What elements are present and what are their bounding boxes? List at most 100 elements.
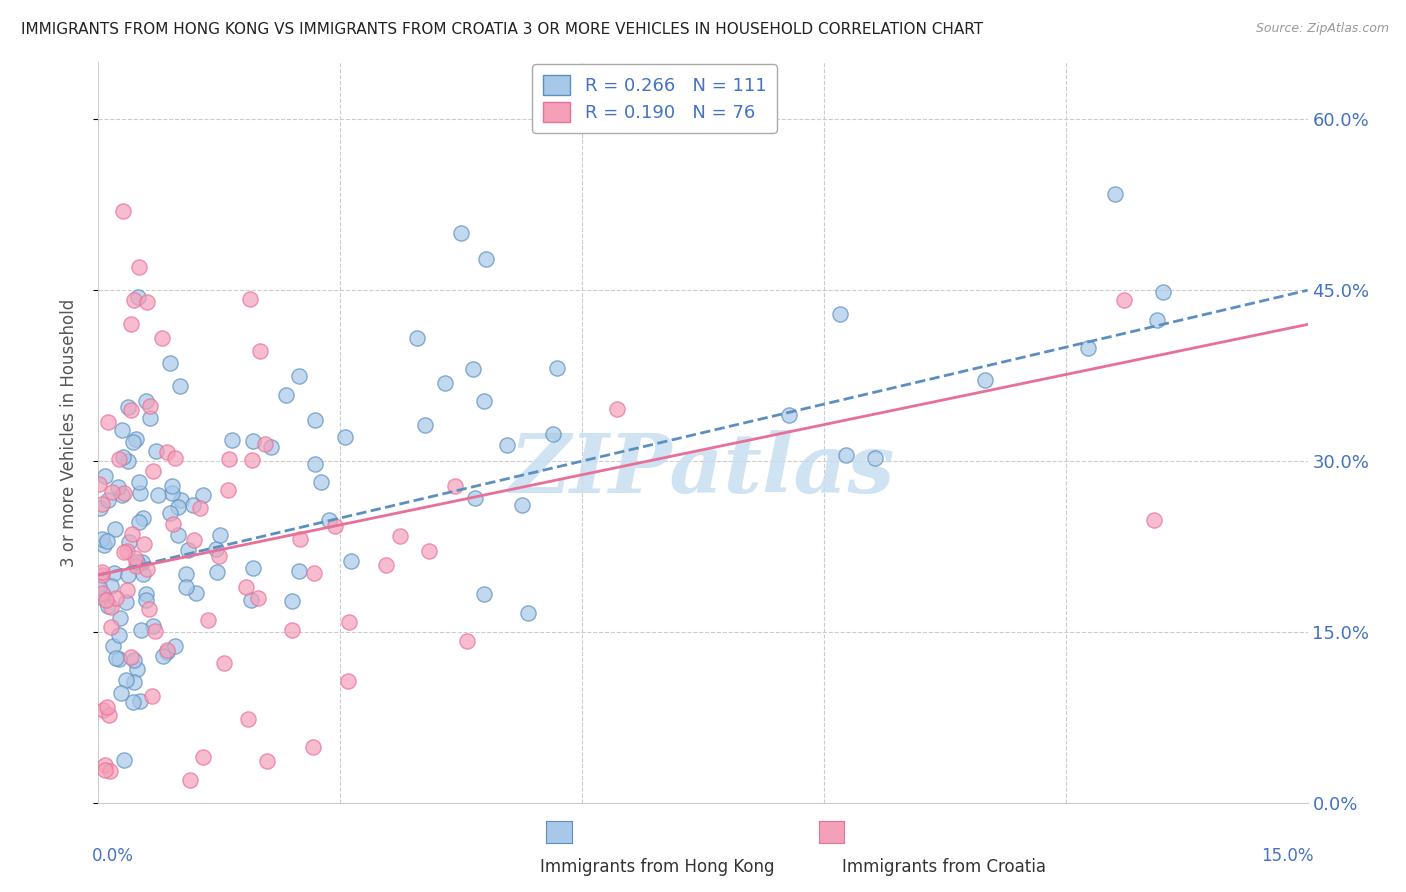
Point bbox=[112, 753, 135, 767]
Point bbox=[204, 541, 226, 556]
Point bbox=[444, 479, 467, 493]
Point bbox=[142, 465, 165, 479]
Point bbox=[103, 566, 125, 580]
Point bbox=[97, 707, 120, 722]
Point bbox=[135, 592, 157, 607]
Point bbox=[240, 592, 263, 607]
Point bbox=[288, 564, 311, 578]
Point bbox=[472, 587, 495, 601]
Point bbox=[117, 400, 139, 414]
Point bbox=[197, 613, 219, 627]
Point bbox=[337, 615, 360, 630]
Point bbox=[184, 585, 207, 599]
Point bbox=[142, 619, 165, 633]
Point bbox=[115, 583, 138, 598]
Point bbox=[179, 772, 201, 787]
Point bbox=[91, 703, 114, 717]
Point bbox=[605, 401, 627, 416]
Text: Source: ZipAtlas.com: Source: ZipAtlas.com bbox=[1256, 22, 1389, 36]
Point bbox=[120, 403, 142, 417]
Point bbox=[111, 423, 134, 437]
Point bbox=[1104, 187, 1126, 202]
Point bbox=[96, 700, 118, 714]
Point bbox=[90, 586, 112, 600]
Point bbox=[162, 516, 184, 531]
Point bbox=[107, 652, 129, 666]
Point bbox=[97, 416, 120, 430]
Point bbox=[496, 438, 519, 452]
Point bbox=[463, 362, 485, 376]
Point bbox=[128, 475, 150, 490]
Point bbox=[183, 533, 205, 547]
Point bbox=[104, 591, 127, 606]
Point bbox=[94, 763, 117, 777]
Point bbox=[260, 440, 283, 454]
Point bbox=[159, 356, 181, 370]
Point bbox=[128, 485, 150, 500]
Point bbox=[323, 519, 346, 533]
Point bbox=[290, 533, 312, 547]
Point bbox=[91, 565, 114, 579]
Point bbox=[1077, 342, 1099, 356]
Point bbox=[152, 649, 174, 664]
Point bbox=[135, 394, 157, 409]
Text: ZIPatlas: ZIPatlas bbox=[510, 430, 896, 509]
Point bbox=[205, 565, 228, 579]
Point bbox=[174, 580, 197, 594]
Point bbox=[516, 606, 538, 620]
Point bbox=[304, 457, 326, 471]
Point bbox=[98, 764, 121, 778]
Point bbox=[120, 318, 142, 332]
Point bbox=[121, 434, 143, 449]
Point bbox=[114, 673, 136, 687]
Point bbox=[541, 427, 564, 442]
Point bbox=[93, 538, 115, 552]
Point bbox=[127, 289, 149, 303]
Point bbox=[103, 639, 125, 653]
Point bbox=[406, 331, 429, 345]
Point bbox=[1153, 285, 1175, 299]
Point bbox=[464, 491, 486, 505]
Point bbox=[135, 587, 157, 601]
Point bbox=[110, 611, 132, 625]
Point bbox=[100, 578, 122, 592]
Point bbox=[118, 535, 141, 549]
Text: Immigrants from Croatia: Immigrants from Croatia bbox=[842, 858, 1046, 876]
Point bbox=[100, 600, 122, 615]
Point bbox=[132, 510, 155, 524]
Point bbox=[94, 757, 117, 772]
Point bbox=[434, 376, 457, 391]
Point bbox=[104, 522, 127, 536]
Point bbox=[138, 601, 160, 615]
Point bbox=[110, 686, 132, 700]
Point bbox=[340, 554, 363, 568]
Point bbox=[217, 483, 239, 497]
Point bbox=[1112, 293, 1135, 307]
Point bbox=[117, 568, 139, 582]
Point bbox=[111, 450, 134, 464]
Point bbox=[474, 252, 496, 267]
Point bbox=[212, 656, 235, 670]
Point bbox=[139, 399, 162, 413]
Point bbox=[281, 593, 304, 607]
Point bbox=[778, 408, 800, 422]
Point bbox=[122, 695, 145, 709]
Point bbox=[125, 558, 148, 573]
Point bbox=[333, 430, 356, 444]
Point bbox=[413, 417, 436, 432]
Point bbox=[132, 567, 155, 582]
Point bbox=[274, 388, 297, 402]
Point bbox=[240, 453, 263, 467]
Point bbox=[121, 527, 143, 541]
Point bbox=[127, 555, 149, 569]
Point bbox=[135, 294, 157, 309]
Point bbox=[830, 307, 852, 321]
Text: 15.0%: 15.0% bbox=[1261, 847, 1313, 865]
Point bbox=[301, 739, 323, 754]
Point bbox=[450, 227, 472, 241]
Point bbox=[170, 493, 193, 508]
Text: Immigrants from Hong Kong: Immigrants from Hong Kong bbox=[540, 858, 775, 876]
Point bbox=[156, 445, 179, 459]
Point bbox=[418, 544, 440, 558]
Point bbox=[218, 451, 240, 466]
